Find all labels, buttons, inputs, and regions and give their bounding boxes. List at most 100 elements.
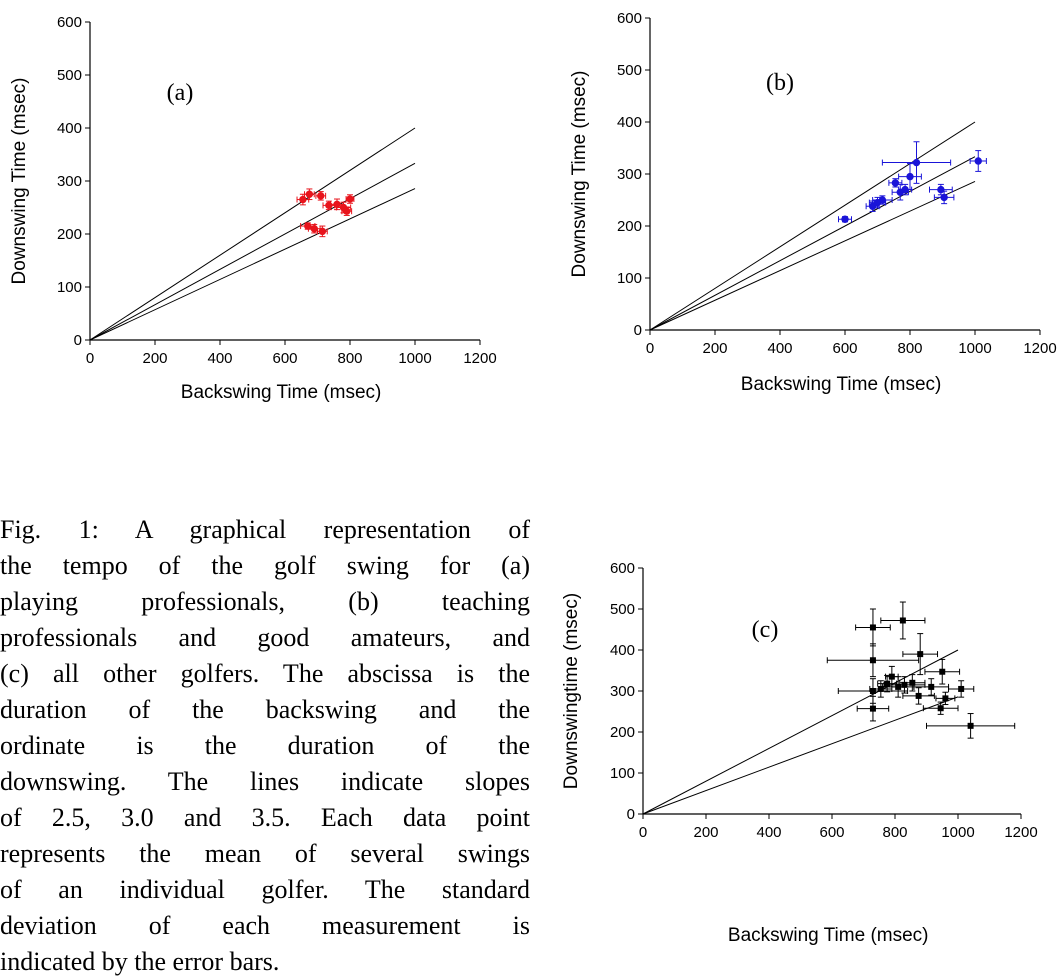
data-point — [838, 215, 852, 223]
data-point — [935, 691, 956, 706]
point-marker — [928, 683, 935, 690]
point-marker — [974, 157, 982, 165]
point-marker — [895, 683, 902, 690]
point-marker — [901, 185, 909, 194]
point-marker — [942, 695, 949, 702]
caption-line: represents the mean of several swings — [0, 839, 530, 868]
y-axis-label: Downswing Time (msec) — [9, 78, 30, 285]
data-point — [948, 680, 975, 698]
figure-caption: Fig. 1: A graphical representation of the… — [0, 512, 530, 980]
x-tick-label: 200 — [142, 350, 167, 367]
data-point — [855, 608, 891, 647]
point-marker — [878, 196, 887, 204]
reference-line — [642, 696, 959, 815]
caption-line: downswing. The lines indicate slopes — [0, 767, 530, 796]
x-tick-label: 600 — [272, 350, 297, 367]
y-tick-label: 300 — [617, 166, 642, 183]
y-tick-label: 500 — [617, 62, 642, 79]
caption-line: of 2.5, 3.0 and 3.5. Each data point — [0, 803, 530, 832]
data-point — [888, 178, 903, 188]
data-point — [898, 163, 922, 191]
y-tick-label: 600 — [57, 14, 82, 31]
caption-line: of an individual golfer. The standard — [0, 875, 530, 904]
y-tick-label: 200 — [57, 226, 82, 243]
x-axis-label: Backswing Time (msec) — [741, 374, 942, 395]
y-axis-label: Downswingtime (msec) — [561, 593, 582, 789]
data-point — [341, 206, 353, 216]
data-point — [926, 713, 1016, 739]
y-tick-label: 0 — [634, 322, 642, 339]
y-tick-label: 100 — [610, 765, 635, 782]
panel-label: (c) — [752, 617, 779, 643]
data-point — [933, 190, 955, 205]
point-marker — [940, 193, 948, 202]
point-marker — [901, 681, 908, 688]
panel-label: (b) — [766, 70, 794, 96]
data-point — [345, 194, 355, 204]
data-point — [317, 225, 328, 238]
data-point — [330, 198, 344, 211]
caption-line: indicated by the error bars. — [0, 947, 280, 976]
y-tick-label: 300 — [57, 173, 82, 190]
y-tick-label: 600 — [610, 560, 635, 577]
y-tick-label: 200 — [610, 724, 635, 741]
y-tick-label: 400 — [57, 120, 82, 137]
reference-line — [649, 180, 976, 331]
reference-line — [89, 188, 416, 341]
x-tick-label: 1200 — [1023, 340, 1056, 357]
point-marker — [841, 215, 849, 223]
point-marker — [939, 668, 946, 675]
chart-a: 0 200 400 600 800 1000 1200 0 100 200 300 400 500 600… — [9, 14, 497, 403]
data-point — [304, 188, 315, 201]
panel-label: (a) — [167, 80, 194, 106]
x-tick-label: 200 — [693, 824, 718, 841]
x-tick-label: 400 — [756, 824, 781, 841]
data-point — [902, 633, 939, 676]
x-tick-label: 1000 — [941, 824, 974, 841]
data-point — [924, 658, 961, 685]
point-marker — [325, 201, 333, 210]
y-tick-label: 0 — [74, 332, 82, 349]
data-point — [315, 191, 327, 201]
chart-c: 0 200 400 600 800 1000 1200 0 100 200 300 400 500 600… — [561, 560, 1038, 946]
point-marker — [343, 207, 351, 215]
data-point — [969, 150, 987, 172]
data-point — [856, 695, 890, 722]
caption-line: Fig. 1: A graphical representation of — [0, 515, 530, 544]
point-marker — [310, 225, 318, 233]
point-marker — [909, 679, 916, 686]
x-tick-label: 0 — [646, 340, 654, 357]
y-axis-label: Downswing Time (msec) — [569, 71, 590, 278]
point-marker — [937, 185, 945, 194]
y-tick-label: 600 — [617, 10, 642, 27]
y-tick-label: 100 — [57, 279, 82, 296]
data-point — [922, 701, 959, 715]
point-marker — [869, 705, 876, 712]
y-tick-label: 500 — [610, 601, 635, 618]
data-point — [899, 674, 926, 692]
point-marker — [877, 685, 884, 692]
reference-line — [649, 156, 976, 331]
y-tick-label: 200 — [617, 218, 642, 235]
x-tick-label: 1200 — [463, 350, 496, 367]
y-tick-label: 0 — [627, 806, 635, 823]
point-marker — [318, 227, 327, 236]
x-axis-label: Backswing Time (msec) — [728, 925, 929, 946]
caption-line: deviation of each measurement is — [0, 911, 530, 940]
x-tick-label: 400 — [207, 350, 232, 367]
caption-line: duration of the backswing and the — [0, 695, 530, 724]
point-marker — [912, 158, 921, 167]
point-marker — [346, 195, 354, 203]
caption-line: playing professionals, (b) teaching — [0, 587, 530, 616]
x-tick-label: 600 — [819, 824, 844, 841]
x-tick-label: 800 — [337, 350, 362, 367]
point-marker — [869, 657, 876, 664]
x-tick-label: 800 — [897, 340, 922, 357]
caption-line: ordinate is the duration of the — [0, 731, 530, 760]
point-marker — [299, 195, 307, 204]
caption-line: (c) all other golfers. The abscissa is t… — [0, 659, 530, 688]
x-tick-label: 0 — [86, 350, 94, 367]
reference-line — [89, 127, 416, 341]
point-marker — [869, 624, 876, 631]
point-marker — [333, 200, 341, 209]
